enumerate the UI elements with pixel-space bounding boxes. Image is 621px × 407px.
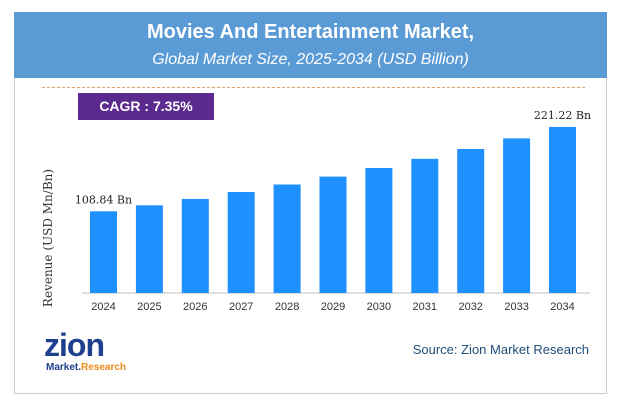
x-tick-label-2034: 2034 — [550, 301, 574, 313]
x-tick-label-2024: 2024 — [91, 301, 115, 313]
x-tick-label-2027: 2027 — [229, 301, 253, 313]
x-tick-label-2025: 2025 — [137, 301, 161, 313]
zion-logo: zion Market.Research — [44, 329, 144, 379]
logo-sub-left: Market. — [46, 362, 82, 373]
chart-subtitle: Global Market Size, 2025-2034 (USD Billi… — [152, 51, 469, 68]
x-tick-label-2030: 2030 — [367, 301, 391, 313]
data-label-2024: 108.84 Bn — [75, 193, 132, 206]
x-tick-label-2033: 2033 — [504, 301, 528, 313]
x-tick-label-2026: 2026 — [183, 301, 207, 313]
bar-2024 — [90, 211, 117, 293]
bar-2034 — [549, 127, 576, 293]
bar-2033 — [503, 138, 531, 293]
bar-2026 — [181, 198, 209, 293]
cagr-badge: CAGR : 7.35% — [78, 93, 214, 120]
divider-line — [42, 87, 585, 88]
bar-2028 — [273, 184, 301, 293]
source-note: Source: Zion Market Research — [412, 342, 589, 357]
chart-title: Movies And Entertainment Market, — [146, 21, 475, 43]
logo-sub-right: Research — [81, 362, 127, 373]
logo-wordmark: zion — [44, 327, 105, 363]
bar-2031 — [411, 158, 439, 293]
x-tick-label-2029: 2029 — [321, 301, 345, 313]
data-label-2034: 221.22 Bn — [534, 109, 591, 122]
bar-2030 — [365, 168, 393, 293]
bar-2029 — [319, 176, 347, 293]
bar-2032 — [457, 149, 485, 293]
x-tick-label-2031: 2031 — [413, 301, 437, 313]
chart-header: Movies And Entertainment Market, Global … — [14, 12, 607, 78]
x-tick-label-2028: 2028 — [275, 301, 299, 313]
x-tick-label-2032: 2032 — [458, 301, 482, 313]
bar-2027 — [227, 192, 255, 293]
bar-2025 — [135, 205, 163, 293]
logo-subtitle: Market.Research — [46, 362, 126, 373]
